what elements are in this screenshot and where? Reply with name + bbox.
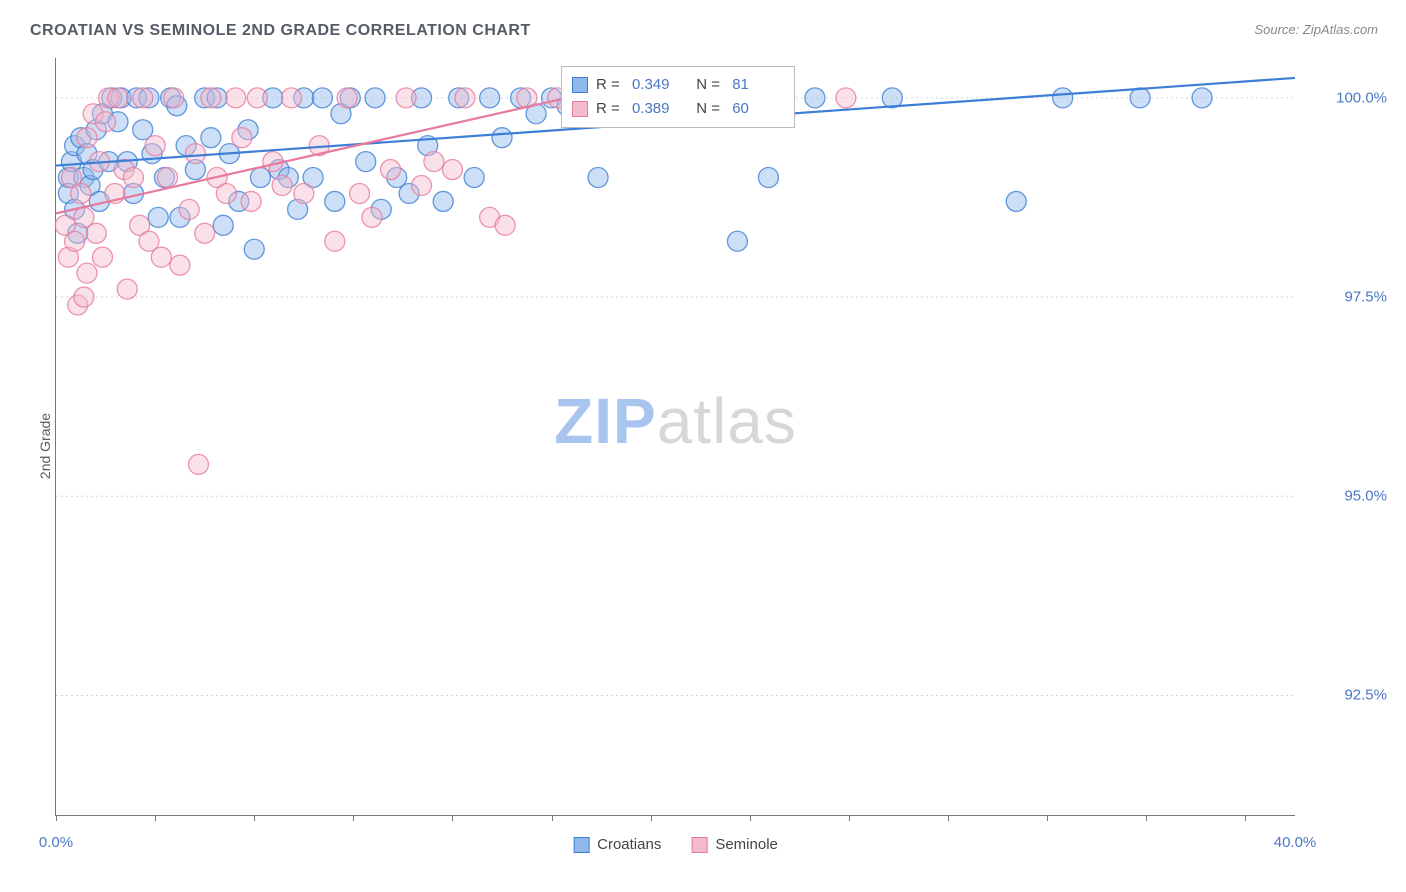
stats-legend: R = 0.349 N = 81 R = 0.389 N = 60 xyxy=(561,66,795,128)
y-tick-label: 100.0% xyxy=(1307,89,1387,106)
r-croatians: 0.349 xyxy=(632,73,680,97)
x-tick-mark xyxy=(452,815,453,821)
legend-item-seminole: Seminole xyxy=(691,836,778,853)
y-tick-label: 95.0% xyxy=(1307,488,1387,505)
x-tick-mark xyxy=(1245,815,1246,821)
x-tick-mark xyxy=(1146,815,1147,821)
legend-label-seminole: Seminole xyxy=(715,836,778,853)
series-legend: Croatians Seminole xyxy=(573,836,778,853)
chart-title: CROATIAN VS SEMINOLE 2ND GRADE CORRELATI… xyxy=(30,22,531,40)
y-axis-label: 2nd Grade xyxy=(37,413,53,479)
x-tick-mark xyxy=(948,815,949,821)
x-tick-mark xyxy=(1047,815,1048,821)
x-tick-mark xyxy=(254,815,255,821)
n-croatians: 81 xyxy=(732,73,780,97)
swatch-pink-icon xyxy=(691,837,707,853)
stats-row-seminole: R = 0.389 N = 60 xyxy=(572,97,780,121)
x-tick-mark xyxy=(353,815,354,821)
x-tick-mark xyxy=(651,815,652,821)
x-tick-mark xyxy=(155,815,156,821)
x-tick-mark xyxy=(552,815,553,821)
swatch-pink-icon xyxy=(572,101,588,117)
source-label: Source: ZipAtlas.com xyxy=(1254,22,1378,37)
r-seminole: 0.389 xyxy=(632,97,680,121)
y-tick-label: 92.5% xyxy=(1307,687,1387,704)
legend-item-croatians: Croatians xyxy=(573,836,661,853)
chart-svg xyxy=(56,58,1295,815)
x-tick-mark xyxy=(56,815,57,821)
legend-label-croatians: Croatians xyxy=(597,836,661,853)
plot-area: ZIPatlas R = 0.349 N = 81 R = 0.389 N = … xyxy=(55,58,1295,816)
x-tick-min: 0.0% xyxy=(39,834,73,851)
swatch-blue-icon xyxy=(573,837,589,853)
n-seminole: 60 xyxy=(732,97,780,121)
x-tick-mark xyxy=(849,815,850,821)
stats-row-croatians: R = 0.349 N = 81 xyxy=(572,73,780,97)
x-tick-max: 40.0% xyxy=(1274,834,1317,851)
swatch-blue-icon xyxy=(572,77,588,93)
x-tick-mark xyxy=(750,815,751,821)
y-tick-label: 97.5% xyxy=(1307,289,1387,306)
